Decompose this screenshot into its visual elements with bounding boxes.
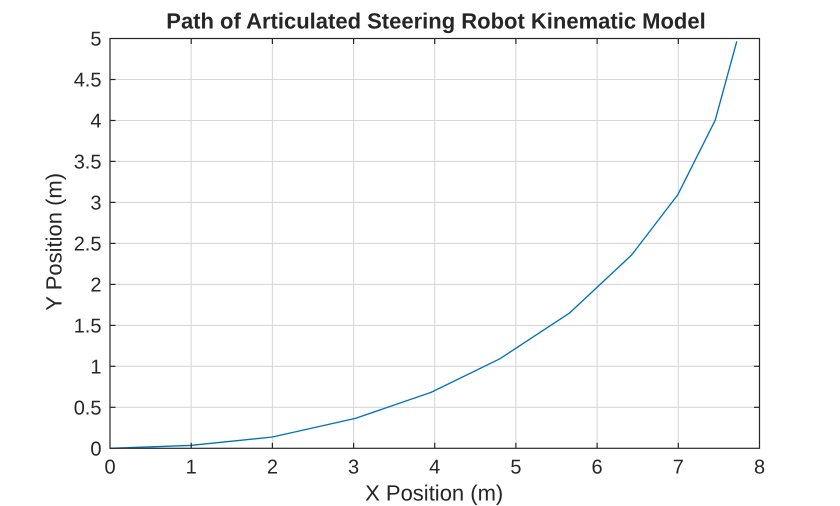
- svg-text:5: 5: [90, 29, 101, 51]
- svg-text:0: 0: [90, 439, 101, 461]
- svg-text:2: 2: [90, 275, 101, 297]
- svg-text:Path of Articulated Steering R: Path of Articulated Steering Robot Kinem…: [166, 9, 705, 34]
- svg-text:3.5: 3.5: [74, 152, 102, 174]
- svg-text:1: 1: [186, 457, 197, 479]
- svg-text:3: 3: [90, 193, 101, 215]
- svg-text:2.5: 2.5: [74, 234, 102, 256]
- svg-text:0: 0: [104, 457, 115, 479]
- svg-text:Y Position (m): Y Position (m): [41, 173, 66, 311]
- svg-text:1.5: 1.5: [74, 316, 102, 338]
- svg-text:2: 2: [267, 457, 278, 479]
- svg-text:1: 1: [90, 357, 101, 379]
- svg-text:4.5: 4.5: [74, 70, 102, 92]
- svg-text:4: 4: [90, 111, 101, 133]
- svg-text:7: 7: [673, 457, 684, 479]
- svg-text:8: 8: [754, 457, 765, 479]
- svg-text:6: 6: [592, 457, 603, 479]
- svg-text:4: 4: [429, 457, 440, 479]
- svg-text:5: 5: [510, 457, 521, 479]
- svg-text:3: 3: [348, 457, 359, 479]
- svg-text:X Position (m): X Position (m): [365, 481, 503, 506]
- svg-text:0.5: 0.5: [74, 398, 102, 420]
